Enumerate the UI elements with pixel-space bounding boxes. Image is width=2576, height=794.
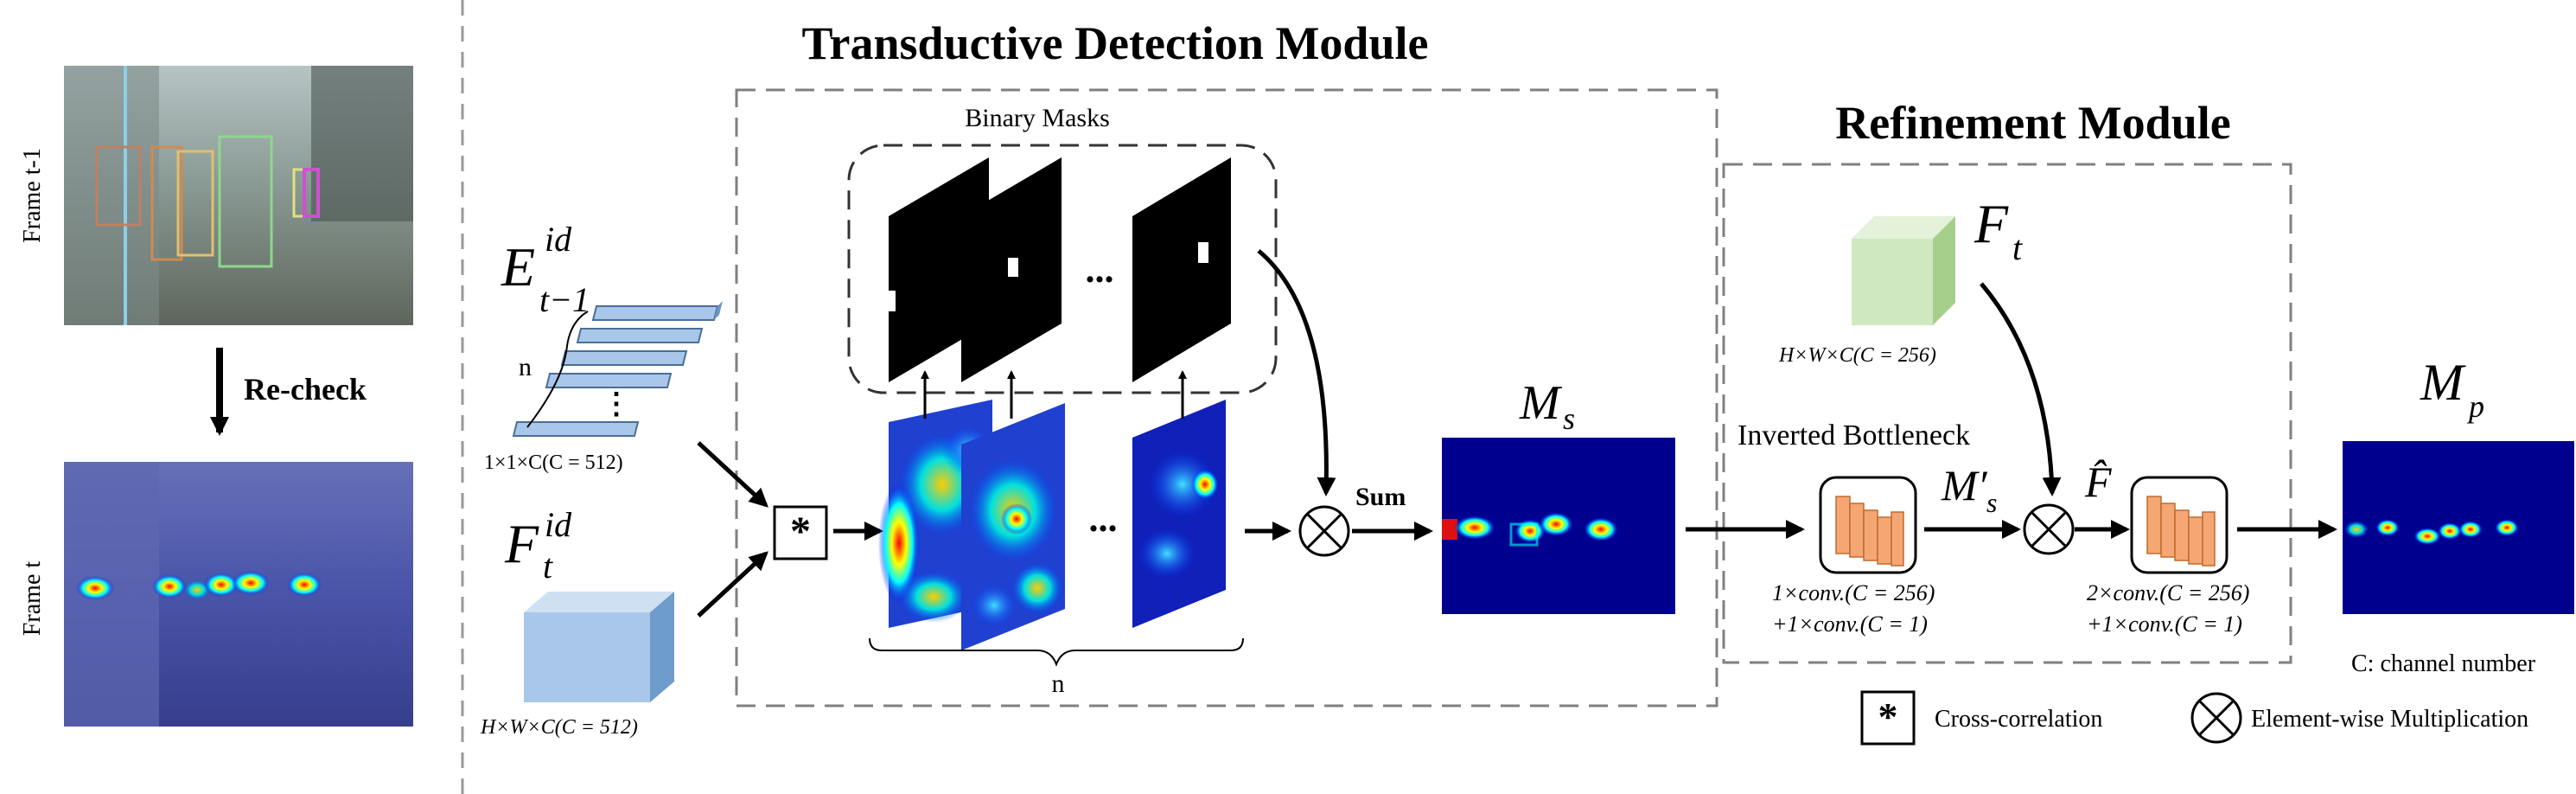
arrow-Ft-to-multiply — [1980, 282, 2062, 496]
sum-label: Sum — [1355, 483, 1406, 511]
svg-text:p: p — [2466, 389, 2484, 424]
svg-text:t−1: t−1 — [539, 280, 590, 319]
bottleneck-block-2 — [2130, 476, 2228, 574]
conv2-line1: 2×conv.(C = 256) — [2087, 580, 2249, 605]
frame-t-label: Frame t — [19, 561, 46, 637]
svg-text:M: M — [2420, 354, 2466, 411]
arrow-masks-to-multiply — [1257, 249, 1336, 496]
binary-masks-title: Binary Masks — [965, 104, 1110, 132]
conv1-line1: 1×conv.(C = 256) — [1772, 580, 1935, 605]
svg-text:F: F — [504, 513, 539, 574]
channel-note: C: channel number — [2351, 650, 2536, 677]
bottleneck-block-1 — [1819, 476, 1917, 574]
svg-text:id: id — [545, 505, 572, 544]
svg-text:t: t — [2012, 228, 2023, 267]
Ft-cube-green — [1852, 216, 1955, 325]
embedding-E-label: E id t−1 — [501, 220, 590, 319]
transductive-module-box — [735, 88, 1718, 708]
cross-correlation-op — [773, 505, 828, 560]
frame-t-minus-1-label: Frame t-1 — [19, 148, 46, 243]
legend-multiply-icon — [2190, 692, 2242, 744]
Ms-prime-label: M′ s — [1941, 461, 1997, 518]
embedding-n-label: n — [519, 353, 532, 381]
embedding-shape: 1×1×C(C = 512) — [484, 451, 623, 474]
conv1-line2: +1×conv.(C = 1) — [1772, 612, 1928, 637]
inverted-bottleneck-label: Inverted Bottleneck — [1738, 419, 1970, 451]
refinement-module-box — [1722, 163, 2292, 664]
svg-text:F: F — [1973, 193, 2009, 254]
legend-cross-correlation-icon — [1860, 690, 1916, 746]
svg-text:id: id — [545, 220, 572, 259]
heatmap-dots: ... — [1089, 497, 1118, 540]
binary-mask-2 — [961, 157, 1062, 382]
svg-text:s: s — [1563, 401, 1575, 436]
conv2-line2: +1×conv.(C = 1) — [2087, 612, 2242, 637]
frame-t: Frame t — [19, 462, 413, 727]
frame-t-minus-1: Frame t-1 — [19, 66, 413, 325]
legend-star-symbol: * — [1878, 695, 1898, 739]
heatmap-n — [1132, 400, 1226, 628]
legend-cross-correlation-label: Cross-correlation — [1935, 706, 2102, 733]
svg-text:E: E — [501, 236, 535, 298]
legend-elementwise-label: Element-wise Multiplication — [2251, 706, 2528, 733]
heatmap-2 — [961, 403, 1065, 650]
transductive-module-title: Transductive Detection Module — [802, 17, 1429, 69]
Ms-heatmap — [1442, 438, 1675, 614]
refinement-module-title: Refinement Module — [1835, 97, 2230, 149]
arrow-E-to-corr — [697, 441, 768, 508]
Ft-shape: H×W×C(C = 256) — [1778, 344, 1936, 367]
recheck-label: Re-check — [244, 372, 367, 407]
multiply-op-1 — [1298, 505, 1350, 557]
heatmap-n-label: n — [1052, 669, 1065, 698]
feature-cube-blue — [524, 592, 674, 702]
embedding-stack — [512, 301, 723, 437]
Mp-heatmap — [2343, 441, 2574, 614]
Ft-label: F t — [1973, 193, 2023, 267]
Mp-label: M p — [2420, 354, 2484, 424]
heatmap-brace — [869, 637, 1244, 667]
svg-text:t: t — [543, 547, 553, 586]
svg-text:M′: M′ — [1941, 461, 1988, 509]
embedding-dots: ⋮ — [602, 388, 631, 420]
binary-mask-dots: ... — [1086, 248, 1114, 291]
F-hat-label: F̂ — [2084, 458, 2112, 506]
arrow-F-to-corr — [697, 551, 768, 618]
binary-mask-n — [1132, 157, 1231, 382]
svg-text:M: M — [1519, 376, 1563, 430]
cross-correlation-symbol: * — [790, 509, 811, 554]
feature-shape: H×W×C(C = 512) — [480, 716, 638, 739]
multiply-op-2 — [2023, 503, 2075, 555]
feature-F-label: F id t — [504, 505, 572, 586]
Ms-label: M s — [1519, 376, 1575, 436]
svg-text:s: s — [1986, 487, 1997, 518]
